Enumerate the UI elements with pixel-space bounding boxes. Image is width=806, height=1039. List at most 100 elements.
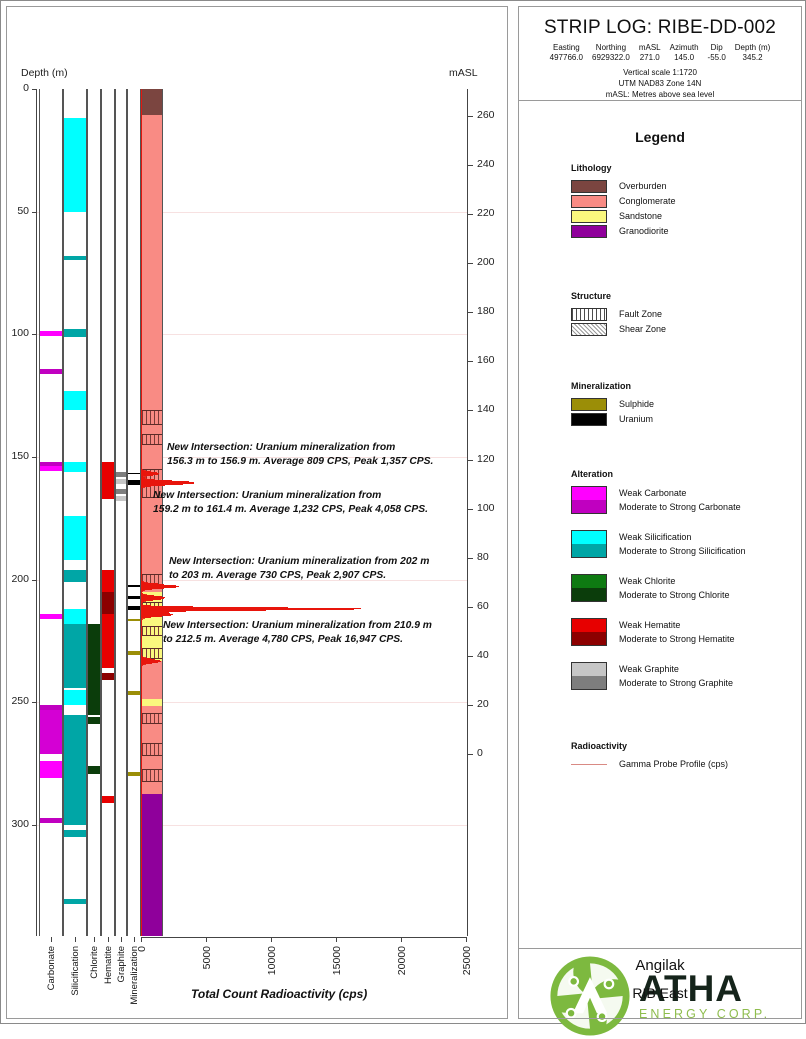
legend-heading-structure: Structure — [571, 291, 803, 301]
masl-tick — [468, 656, 473, 657]
annotation-line-2: 156.3 m to 156.9 m. Average 809 CPS, Pea… — [167, 455, 433, 469]
legend-label: Overburden — [619, 180, 667, 193]
legend-line-sample — [571, 764, 607, 765]
collar-field: Dip-55.0 — [708, 43, 726, 63]
legend-swatch — [571, 210, 607, 223]
mineralization-interval — [128, 619, 140, 621]
swatch-strong — [572, 500, 606, 513]
mineralization-interval — [128, 480, 140, 485]
masl-tick — [468, 116, 473, 117]
depth-tick — [32, 212, 37, 213]
track-tick — [75, 937, 76, 942]
masl-axis-title: mASL — [449, 67, 478, 79]
x-tick-label: 10000 — [266, 946, 278, 975]
collar-label: Easting — [550, 43, 583, 53]
annotation-line-1: New Intersection: Uranium mineralization… — [153, 489, 428, 503]
masl-tick — [468, 410, 473, 411]
alteration-interval — [64, 329, 86, 336]
masl-tick-label: 60 — [477, 600, 489, 612]
x-tick — [336, 937, 337, 942]
depth-tick-label: 200 — [1, 573, 29, 585]
legend-heading-radioactivity: Radioactivity — [571, 741, 803, 751]
masl-tick-label: 140 — [477, 403, 495, 415]
depth-tick — [32, 89, 37, 90]
alteration-interval — [116, 472, 126, 477]
track-tick — [51, 937, 52, 942]
alteration-interval — [64, 609, 86, 624]
mineralization-interval — [128, 585, 140, 587]
legend-item: Sandstone — [571, 210, 803, 223]
legend-label-weak: Weak Chlorite — [619, 574, 730, 588]
alteration-interval — [88, 624, 100, 715]
masl-tick — [468, 312, 473, 313]
legend-swatch — [571, 180, 607, 193]
track-label-mineralization: Mineralization — [129, 946, 140, 1005]
alteration-interval — [64, 391, 86, 411]
alteration-interval — [64, 715, 86, 825]
x-tick-label: 5000 — [201, 946, 213, 969]
alteration-interval — [64, 118, 86, 211]
collar-label: Dip — [708, 43, 726, 53]
collar-value: -55.0 — [708, 53, 726, 63]
depth-tick-label: 150 — [1, 450, 29, 462]
mineralization-interval — [128, 651, 140, 655]
legend-items-structure: Fault Zone Shear Zone — [571, 308, 803, 336]
collar-value: 345.2 — [735, 53, 771, 63]
collar-field: Depth (m)345.2 — [735, 43, 771, 63]
depth-tick-label: 100 — [1, 327, 29, 339]
mineralization-interval — [128, 772, 140, 776]
collar-label: Northing — [592, 43, 630, 53]
alteration-interval — [102, 592, 114, 614]
legend-swatch-split — [571, 662, 607, 690]
legend-group-radioactivity: Radioactivity Gamma Probe Profile (cps) — [571, 741, 803, 773]
legend-item: Fault Zone — [571, 308, 803, 321]
masl-tick — [468, 460, 473, 461]
alteration-interval — [40, 761, 62, 778]
track-hematite — [101, 89, 115, 936]
masl-tick — [468, 509, 473, 510]
depth-tick-label: 0 — [1, 82, 29, 94]
legend-item: Granodiorite — [571, 225, 803, 238]
track-mineralization — [127, 89, 141, 936]
depth-tick — [32, 702, 37, 703]
intersection-annotation: New Intersection: Uranium mineralization… — [169, 555, 429, 582]
masl-tick — [468, 165, 473, 166]
alteration-interval — [40, 331, 62, 336]
swatch-weak — [572, 663, 606, 676]
alteration-interval — [40, 710, 62, 754]
collar-label: mASL — [639, 43, 661, 53]
track-silicification — [63, 89, 87, 936]
swatch-weak — [572, 575, 606, 588]
alteration-interval — [102, 673, 114, 680]
x-tick-label: 25000 — [461, 946, 473, 975]
track-label-hematite: Hematite — [103, 946, 114, 984]
legend-label-strong: Moderate to Strong Hematite — [619, 632, 735, 646]
track-label-graphite: Graphite — [116, 946, 127, 982]
alteration-interval — [64, 570, 86, 582]
legend-label-strong: Moderate to Strong Chlorite — [619, 588, 730, 602]
footer-area: RIB East — [519, 985, 801, 1001]
legend-label-strong: Moderate to Strong Carbonate — [619, 500, 741, 514]
alteration-interval — [64, 516, 86, 560]
masl-tick — [468, 754, 473, 755]
legend-heading-alteration: Alteration — [571, 469, 803, 479]
collar-value: 145.0 — [670, 53, 699, 63]
legend-group-structure: Structure Fault Zone Shear Zone — [571, 291, 803, 338]
annotation-line-2: to 203 m. Average 730 CPS, Peak 2,907 CP… — [169, 569, 429, 583]
track-label-silicification: Silicification — [70, 946, 81, 996]
footer-box: Angilak RIB East — [518, 949, 802, 1019]
annotation-line-2: to 212.5 m. Average 4,780 CPS, Peak 16,9… — [163, 633, 432, 647]
legend-label: Shear Zone — [619, 323, 666, 336]
alteration-interval — [116, 489, 126, 494]
